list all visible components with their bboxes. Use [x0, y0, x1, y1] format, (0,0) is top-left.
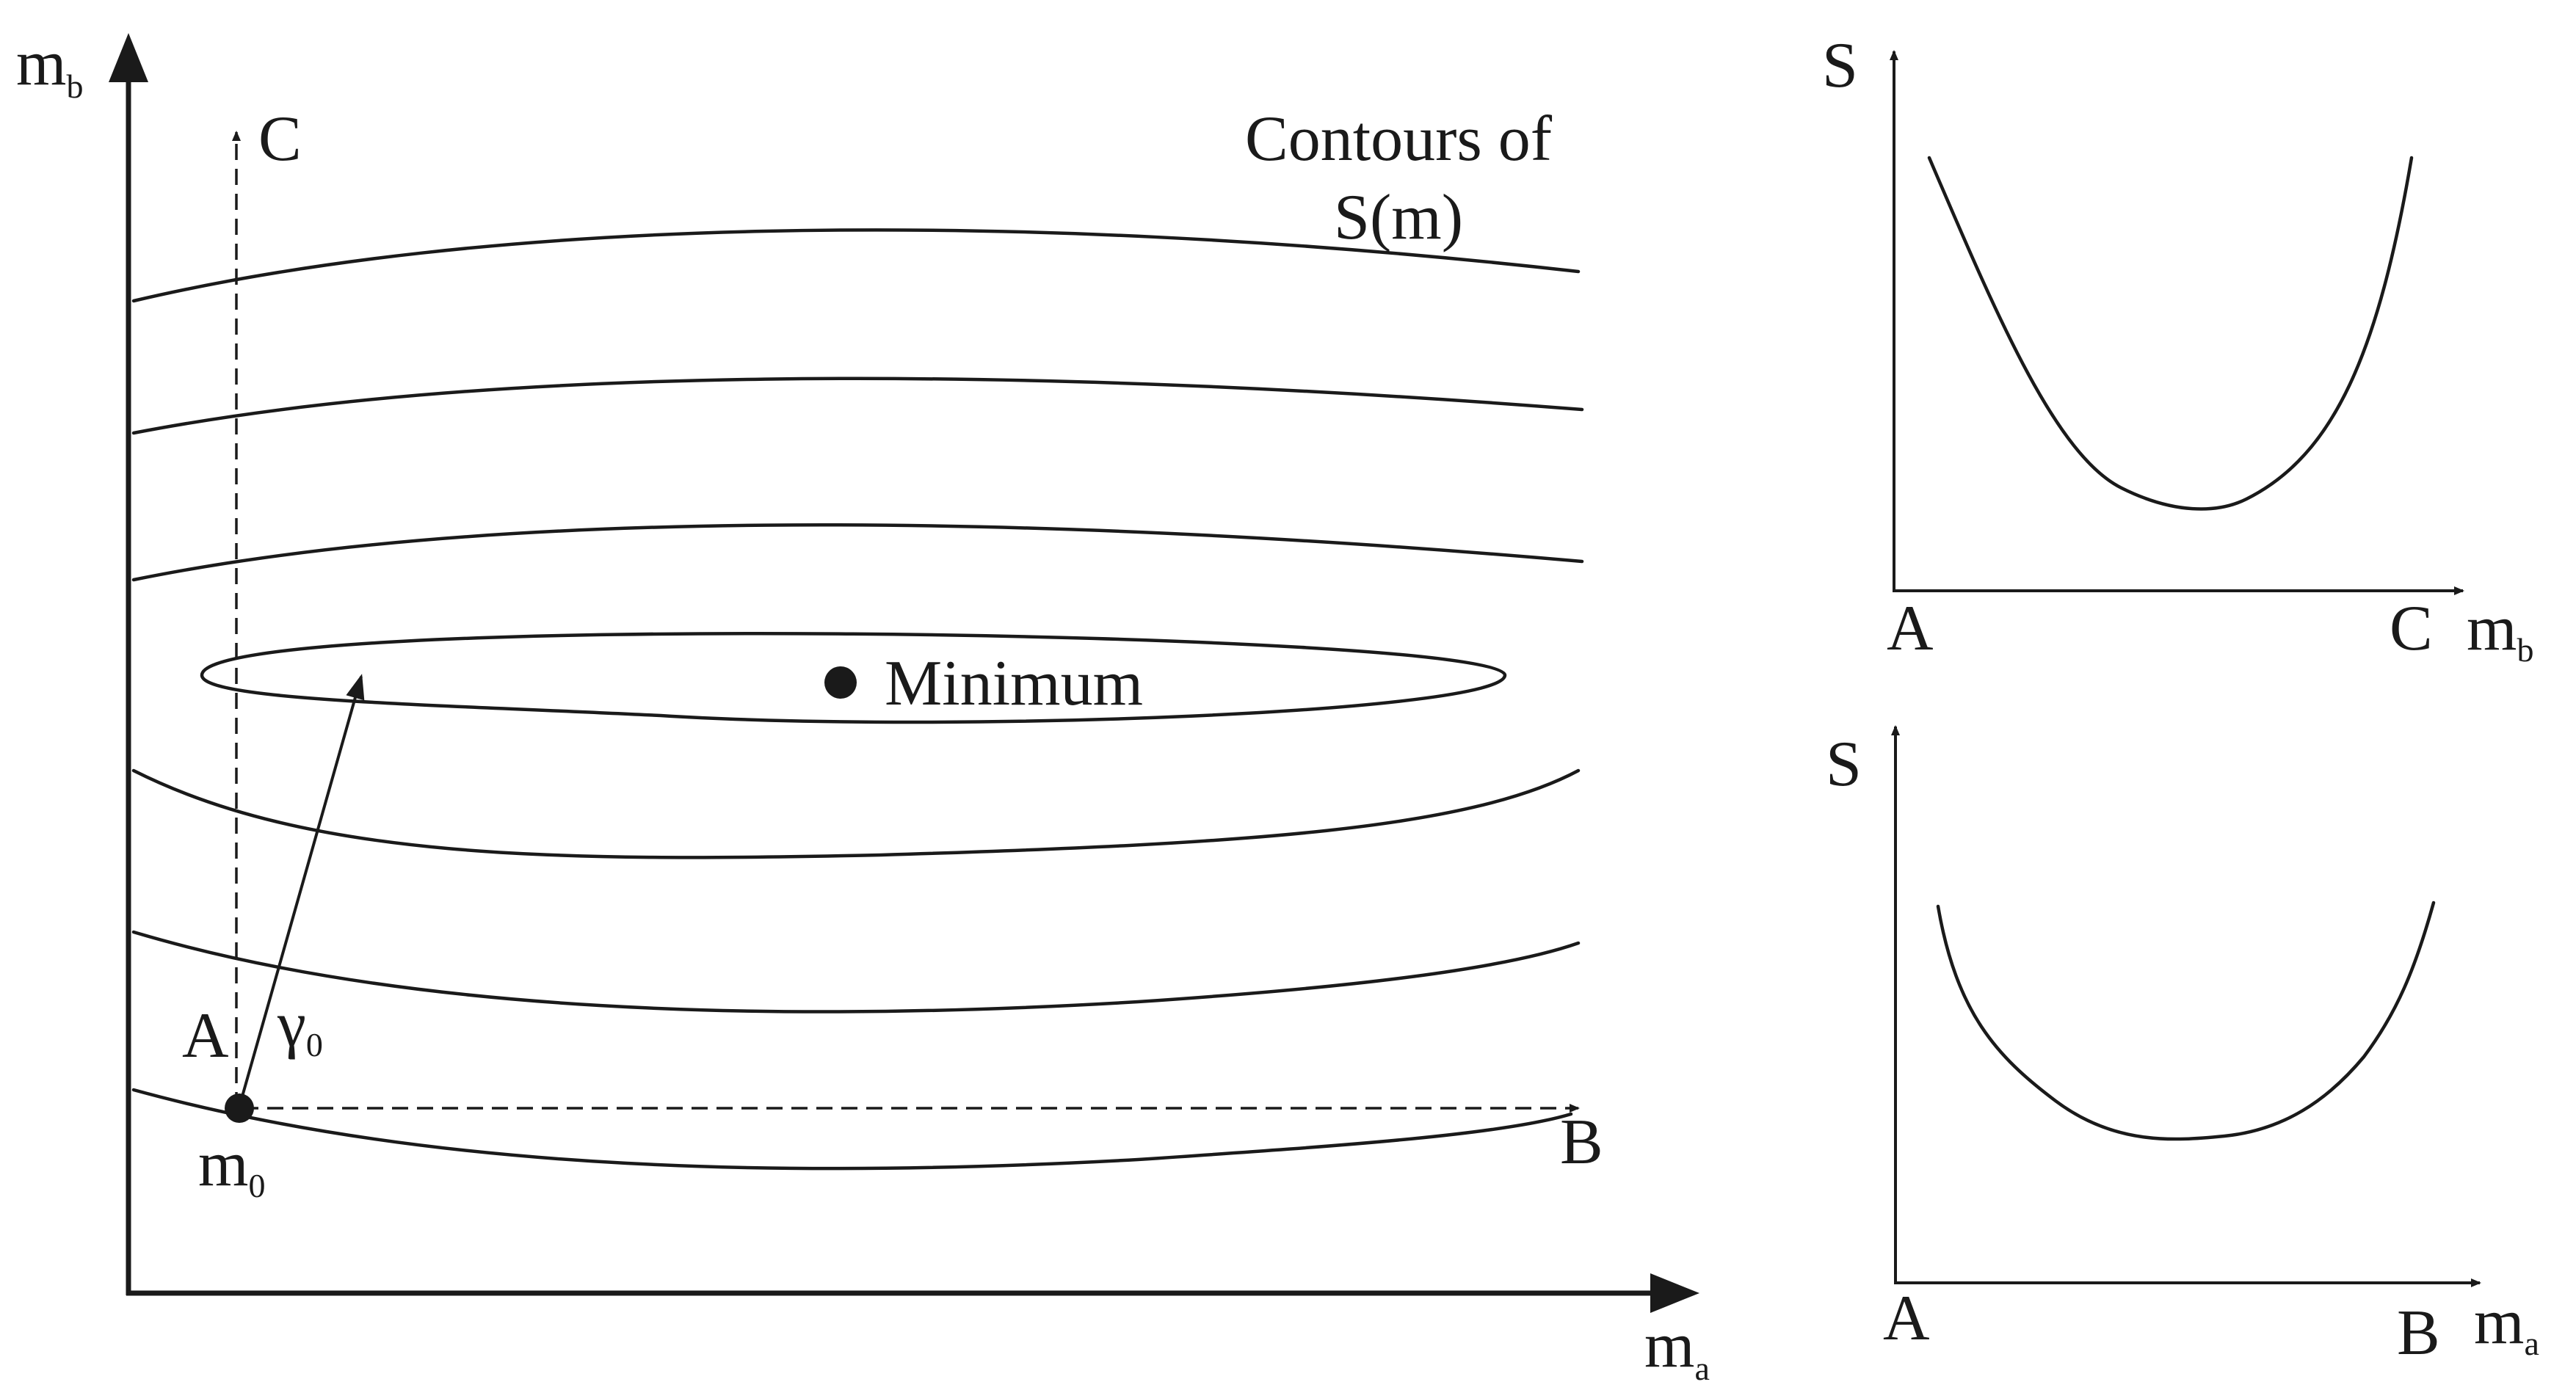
point-b-label: B: [1560, 1107, 1603, 1178]
plot-ac-x-end: C: [2390, 593, 2433, 664]
plot-ac-curve: [1927, 156, 2414, 511]
plot-ab-x-end: B: [2397, 1298, 2440, 1369]
contour-4: [131, 768, 1581, 859]
x-axis-label: ma: [1644, 1310, 1710, 1387]
contour-5: [131, 930, 1581, 1014]
plot-ac-x-var: mb: [2467, 593, 2533, 669]
y-axis-label: mb: [16, 28, 83, 105]
minimum-label: Minimum: [885, 648, 1143, 719]
contour-ellipse: [200, 631, 1507, 724]
plot-ab: S A B ma: [1826, 725, 2539, 1369]
main-plot: mb ma C Contours of S(m) Minimum A γ0 m0…: [16, 28, 1710, 1387]
contour-2: [131, 376, 1584, 435]
point-a-label: A: [182, 1000, 229, 1071]
point-c-label: C: [258, 103, 302, 175]
x-axis-arrowhead: [1650, 1273, 1699, 1313]
contour-6: [131, 1088, 1573, 1171]
contours-title-line1: Contours of: [1245, 103, 1553, 175]
minimum-point: [824, 666, 857, 699]
contour-1: [131, 228, 1581, 303]
plot-ac-x-start: A: [1887, 593, 1934, 664]
gamma-direction-arrow: [238, 674, 365, 1107]
plot-ab-y-label: S: [1826, 729, 1862, 800]
contours-title-line2: S(m): [1334, 182, 1463, 253]
plot-ac-y-label: S: [1822, 30, 1858, 101]
start-point-label: m0: [198, 1129, 265, 1204]
y-axis-arrowhead: [109, 33, 148, 82]
contour-3: [131, 523, 1584, 582]
plot-ab-x-var: ma: [2474, 1287, 2539, 1362]
plot-ab-x-start: A: [1883, 1283, 1930, 1354]
start-point-m0: [225, 1094, 254, 1123]
plot-ac: S A C mb: [1822, 30, 2533, 669]
gamma-label: γ0: [277, 989, 323, 1063]
plot-ab-curve: [1936, 900, 2436, 1141]
